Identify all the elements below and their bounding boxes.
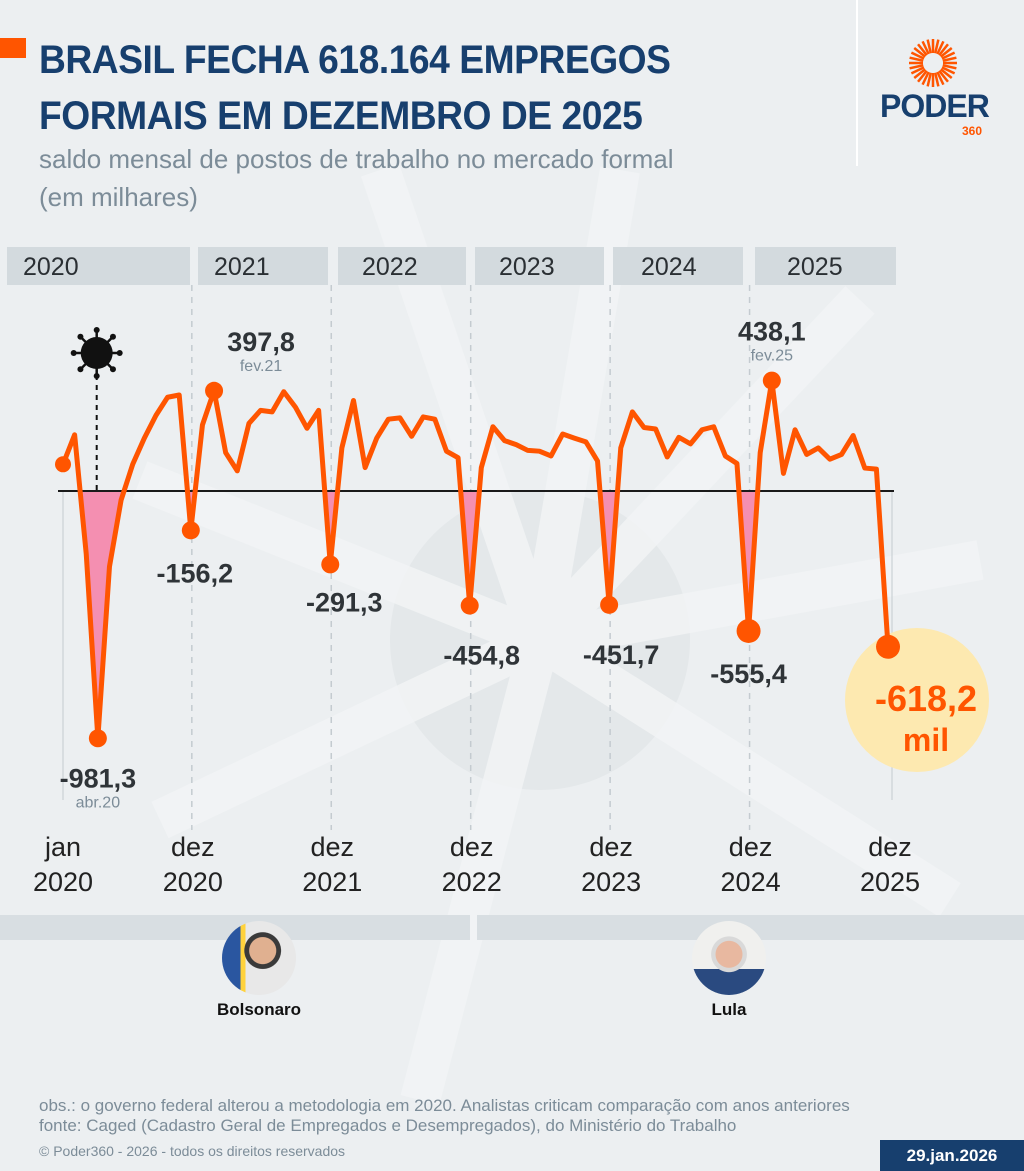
- x-tick-label: dez 2020: [143, 830, 243, 900]
- x-tick-month: jan: [44, 832, 82, 862]
- data-label-71: -618,2: [875, 678, 977, 719]
- data-sublabel-71: mil: [903, 722, 949, 758]
- x-tick-label: dez 2023: [561, 830, 661, 900]
- x-tick-year: 2023: [581, 867, 642, 897]
- subtitle-line-2: (em milhares): [39, 182, 198, 212]
- sun-logo-icon: [909, 39, 957, 87]
- data-point-35: [460, 596, 479, 615]
- x-tick-year: 2025: [859, 867, 921, 897]
- year-band-2025: 2025: [755, 247, 896, 285]
- logo-text: PODER: [880, 88, 990, 124]
- x-tick-month: dez: [868, 832, 912, 862]
- data-sublabel-13: fev.21: [240, 358, 283, 375]
- data-label-59: -555,4: [710, 659, 787, 689]
- data-label-35: -454,8: [443, 641, 520, 671]
- x-tick-year: 2022: [441, 867, 502, 897]
- data-point-59: [736, 618, 761, 643]
- data-label-3: -981,3: [60, 763, 137, 793]
- x-tick-label: jan 2020: [13, 830, 113, 900]
- series-line: [60, 378, 891, 741]
- data-label-11: -156,2: [157, 558, 234, 588]
- divider: [856, 0, 858, 166]
- page-title: BRASIL FECHA 618.164 EMPREGOS FORMAIS EM…: [39, 32, 671, 144]
- year-band-2020: 2020: [7, 247, 190, 285]
- data-sublabel-3: abr.20: [76, 794, 121, 811]
- x-tick-label: dez 2021: [282, 830, 382, 900]
- data-point-3: [88, 729, 107, 748]
- x-tick-label: dez 2025: [840, 830, 940, 900]
- x-tick-month: dez: [310, 832, 355, 862]
- president-name-lula: Lula: [711, 1000, 747, 1019]
- x-tick-month: dez: [171, 832, 215, 862]
- data-label-61: 438,1: [738, 317, 806, 347]
- accent-mark: [0, 38, 26, 58]
- x-tick-year: 2021: [302, 867, 363, 897]
- x-tick-year: 2020: [162, 867, 223, 897]
- year-band-2022: 2022: [338, 247, 466, 285]
- title-line-1: BRASIL FECHA 618.164 EMPREGOS: [39, 38, 671, 82]
- data-label-47: -451,7: [583, 640, 660, 670]
- year-band-2023: 2023: [475, 247, 604, 285]
- logo-360: 360: [962, 124, 983, 138]
- year-band-2021: 2021: [198, 247, 328, 285]
- copyright: © Poder360 - 2026 - todos os direitos re…: [39, 1143, 346, 1159]
- data-point-71: [876, 634, 901, 659]
- highlight-bubble: [845, 628, 989, 772]
- subtitle-line-1: saldo mensal de postos de trabalho no me…: [39, 144, 674, 174]
- data-point-start: [55, 456, 71, 473]
- president-name-bolsonaro: Bolsonaro: [216, 1000, 302, 1019]
- data-sublabel-61: fev.25: [751, 348, 794, 365]
- data-point-11: [181, 521, 200, 540]
- bolsonaro-photo: [222, 921, 296, 995]
- footnote-obs: obs.: o governo federal alterou a metodo…: [39, 1096, 850, 1115]
- x-tick-year: 2020: [32, 867, 94, 897]
- subtitle: saldo mensal de postos de trabalho no me…: [39, 140, 673, 216]
- footnote-source: fonte: Caged (Cadastro Geral de Empregad…: [39, 1116, 737, 1135]
- data-label-23: -291,3: [306, 587, 383, 617]
- virus-icon: [70, 327, 123, 379]
- data-point-23: [321, 555, 340, 574]
- negative-area-fill: [63, 491, 877, 739]
- publication-date: 29.jan.2026: [880, 1140, 1024, 1171]
- year-band-2024: 2024: [613, 247, 743, 285]
- x-tick-label: dez 2024: [701, 830, 801, 900]
- x-tick-year: 2024: [720, 867, 781, 897]
- x-tick-month: dez: [589, 832, 633, 862]
- title-line-2: FORMAIS EM DEZEMBRO DE 2025: [39, 94, 643, 138]
- data-point-61: [762, 371, 781, 390]
- x-tick-label: dez 2022: [422, 830, 522, 900]
- lula-photo: [692, 921, 766, 995]
- data-label-13: 397,8: [227, 327, 295, 357]
- data-point-13: [205, 381, 224, 400]
- x-tick-month: dez: [449, 832, 494, 862]
- x-tick-month: dez: [728, 832, 773, 862]
- data-point-47: [600, 595, 619, 614]
